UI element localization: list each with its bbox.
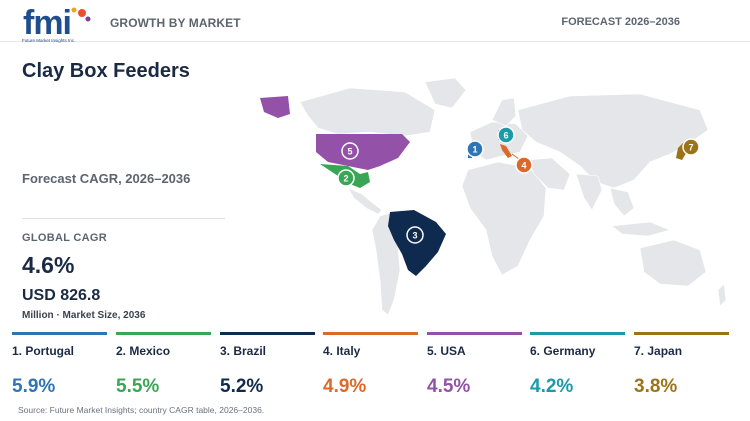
country-name: 1. Portugal	[12, 344, 75, 358]
marker-label: 2	[343, 174, 348, 184]
forecast-cagr-label: Forecast CAGR, 2026–2036	[22, 171, 191, 186]
marker-germany[interactable]: 6	[497, 126, 515, 144]
country-name: 7. Japan	[634, 344, 683, 358]
marker-mexico[interactable]: 2	[337, 169, 355, 187]
marker-label: 3	[412, 231, 417, 241]
market-size-value: USD 826.8	[22, 287, 101, 304]
italy-region[interactable]	[500, 144, 512, 158]
global-cagr-value: 4.6%	[22, 252, 75, 278]
country-card-mexico[interactable]: 2. Mexico 5.5%	[116, 332, 211, 398]
country-cagr-value: 4.9%	[323, 376, 367, 397]
country-cagr-value: 3.8%	[634, 376, 678, 397]
country-color-bar	[427, 332, 522, 335]
country-color-bar	[220, 332, 315, 335]
country-cagr-value: 5.5%	[116, 376, 160, 397]
country-cagr-value: 5.9%	[12, 376, 56, 397]
country-cagr-list: 1. Portugal 5.9% 2. Mexico 5.5% 3. Brazi…	[12, 332, 746, 402]
source-note: Source: Future Market Insights; country …	[18, 405, 265, 415]
world-map: 1 2 3 4 5 6 7	[260, 77, 727, 316]
fmi-logo[interactable]: fmi	[22, 4, 92, 46]
country-card-italy[interactable]: 4. Italy 4.9%	[323, 332, 418, 398]
country-name: 5. USA	[427, 344, 466, 358]
country-cagr-value: 5.2%	[220, 376, 264, 397]
marker-label: 1	[472, 145, 477, 155]
country-card-brazil[interactable]: 3. Brazil 5.2%	[220, 332, 315, 398]
marker-label: 6	[503, 131, 508, 141]
country-name: 3. Brazil	[220, 344, 267, 358]
marker-label: 4	[521, 161, 526, 171]
country-color-bar	[116, 332, 211, 335]
page-title: Clay Box Feeders	[22, 60, 190, 82]
country-card-japan[interactable]: 7. Japan 3.8%	[634, 332, 729, 398]
divider	[22, 218, 225, 219]
global-cagr-label: GLOBAL CAGR	[22, 232, 107, 244]
country-color-bar	[530, 332, 625, 335]
country-name: 6. Germany	[530, 344, 596, 358]
forecast-period-label: FORECAST 2026–2036	[561, 16, 680, 28]
country-card-portugal[interactable]: 1. Portugal 5.9%	[12, 332, 107, 398]
country-color-bar	[12, 332, 107, 335]
marker-italy[interactable]: 4	[515, 156, 533, 174]
marker-portugal[interactable]: 1	[466, 140, 484, 158]
marker-japan[interactable]: 7	[682, 138, 700, 156]
country-name: 2. Mexico	[116, 344, 171, 358]
country-card-usa[interactable]: 5. USA 4.5%	[427, 332, 522, 398]
market-size-caption: Million · Market Size, 2036	[22, 310, 146, 321]
marker-label: 7	[688, 143, 693, 153]
country-color-bar	[323, 332, 418, 335]
marker-label: 5	[347, 147, 352, 157]
country-name: 4. Italy	[323, 344, 361, 358]
country-color-bar	[634, 332, 729, 335]
usa-region[interactable]	[260, 96, 410, 170]
country-card-germany[interactable]: 6. Germany 4.2%	[530, 332, 625, 398]
country-cagr-value: 4.2%	[530, 376, 574, 397]
marker-brazil[interactable]: 3	[406, 226, 424, 244]
country-cagr-value: 4.5%	[427, 376, 471, 397]
logo-tagline: Future Market Insights Inc.	[22, 38, 76, 43]
header-bar: fmi Future Market Insights Inc. GROWTH B…	[0, 0, 750, 43]
marker-usa[interactable]: 5	[341, 142, 359, 160]
growth-by-market-label: GROWTH BY MARKET	[110, 16, 241, 30]
svg-text:fmi: fmi	[23, 4, 71, 42]
